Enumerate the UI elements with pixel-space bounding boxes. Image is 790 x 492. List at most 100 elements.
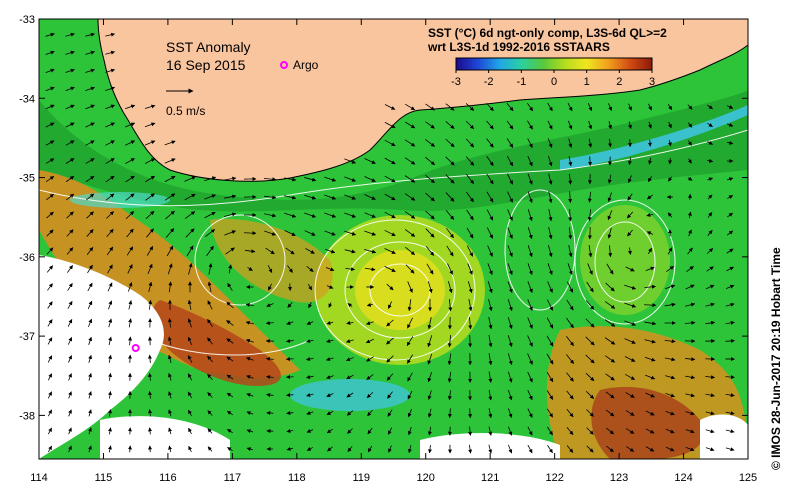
- current-vector-arrow: [705, 284, 715, 290]
- current-vector-arrow: [167, 318, 172, 328]
- current-vector-arrow: [407, 281, 413, 293]
- current-vector-arrow: [108, 372, 113, 381]
- current-vector-arrow: [226, 410, 233, 416]
- current-vector-arrow: [565, 354, 575, 364]
- contour: [574, 199, 676, 325]
- y-axis: -33-34-35-36-37-38: [19, 14, 748, 422]
- current-vector-arrow: [727, 212, 733, 218]
- current-vector-arrow: [605, 373, 615, 381]
- current-vector-arrow: [347, 303, 353, 308]
- x-tick-label: 123: [610, 472, 628, 484]
- colorbar-tick-label: 0: [551, 76, 557, 88]
- current-vector-arrow: [468, 426, 473, 436]
- current-vector-arrow: [664, 339, 676, 344]
- current-vector-arrow: [87, 264, 93, 274]
- current-vector-arrow: [127, 282, 133, 292]
- current-vector-arrow: [226, 356, 234, 362]
- current-vector-arrow: [727, 195, 734, 199]
- current-vector-arrow: [347, 446, 353, 452]
- current-vector-arrow: [48, 427, 52, 435]
- current-vector-arrow: [606, 445, 614, 453]
- current-vector-arrow: [88, 409, 92, 417]
- current-vector-arrow: [204, 211, 216, 219]
- current-vector-arrow: [384, 266, 396, 272]
- current-vector-arrow: [88, 354, 92, 363]
- x-tick-label: 120: [417, 472, 435, 484]
- current-vector-arrow: [245, 302, 255, 307]
- current-vector-arrow: [506, 155, 514, 167]
- current-vector-arrow: [404, 139, 416, 147]
- current-vector-arrow: [66, 247, 74, 255]
- current-vector-arrow: [287, 265, 293, 273]
- colorbar-legend: SST (°C) 6d ngt-only comp, L3S-6d QL>=2 …: [427, 26, 667, 88]
- current-vector-arrow: [306, 447, 313, 451]
- current-vector-arrow: [386, 283, 394, 291]
- current-vector-arrow: [666, 265, 674, 273]
- current-vector-arrow: [568, 208, 573, 222]
- current-vector-arrow: [487, 263, 493, 275]
- current-vector-arrow: [705, 302, 715, 307]
- current-vector-arrow: [148, 391, 152, 399]
- current-vector-arrow: [726, 105, 734, 109]
- map-title: SST Anomaly: [166, 39, 251, 55]
- current-vector-arrow: [265, 321, 274, 326]
- current-vector-arrow: [344, 176, 356, 182]
- current-vector-arrow: [588, 245, 593, 258]
- scale-label: 0.5 m/s: [166, 104, 205, 118]
- current-vector-arrow: [384, 104, 396, 110]
- current-vector-arrow: [605, 355, 616, 363]
- current-vector-arrow: [605, 409, 615, 417]
- current-vector-arrow: [588, 138, 593, 148]
- current-vector-arrow: [447, 281, 453, 294]
- current-vector-arrow: [85, 175, 95, 183]
- current-vector-arrow: [246, 447, 254, 452]
- current-vector-arrow: [65, 32, 75, 37]
- current-vector-arrow: [705, 447, 715, 452]
- current-vector-arrow: [105, 50, 116, 55]
- current-vector-arrow: [427, 317, 432, 330]
- current-vector-arrow: [446, 227, 454, 239]
- current-vector-arrow: [105, 175, 115, 183]
- current-vector-arrow: [367, 427, 373, 435]
- current-vector-arrow: [144, 122, 156, 128]
- current-vector-arrow: [365, 338, 374, 344]
- current-vector-arrow: [65, 175, 75, 183]
- current-vector-arrow: [585, 354, 595, 364]
- colorbar-tick-label: -3: [451, 76, 461, 88]
- current-vector-arrow: [447, 263, 453, 275]
- current-vector-arrow: [706, 248, 714, 254]
- x-tick-label: 119: [352, 472, 370, 484]
- current-vector-arrow: [547, 102, 553, 112]
- current-vector-arrow: [266, 393, 274, 398]
- current-vector-arrow: [405, 264, 415, 274]
- current-vector-arrow: [364, 158, 376, 164]
- current-vector-arrow: [125, 158, 135, 164]
- current-vector-arrow: [448, 298, 453, 312]
- current-vector-arrow: [206, 245, 214, 257]
- current-vector-arrow: [366, 356, 374, 362]
- current-vector-arrow: [264, 195, 277, 200]
- x-tick-label: 124: [674, 472, 692, 484]
- current-vector-arrow: [705, 429, 715, 434]
- current-vector-arrow: [245, 320, 255, 325]
- colorbar: [455, 57, 653, 71]
- current-vector-arrow: [685, 357, 696, 362]
- current-vector-arrow: [427, 390, 432, 400]
- current-vector-arrow: [568, 226, 573, 240]
- current-vector-arrow: [344, 194, 356, 200]
- current-vector-arrow: [68, 445, 72, 453]
- argo-float-icon: [131, 344, 140, 353]
- colorbar-title-2: wrt L3S-1d 1992-2016 SSTAARS: [427, 40, 610, 54]
- current-vector-arrow: [164, 175, 176, 183]
- current-vector-arrow: [624, 284, 637, 290]
- current-vector-arrow: [404, 229, 416, 237]
- current-vector-arrow: [145, 175, 156, 183]
- current-vector-arrow: [685, 302, 696, 307]
- current-vector-arrow: [66, 211, 74, 219]
- current-vector-arrow: [45, 32, 55, 37]
- current-vector-arrow: [345, 339, 354, 343]
- current-vector-arrow: [105, 104, 116, 110]
- current-vector-arrow: [667, 139, 672, 147]
- current-vector-arrow: [46, 265, 54, 273]
- current-vector-arrow: [726, 122, 734, 127]
